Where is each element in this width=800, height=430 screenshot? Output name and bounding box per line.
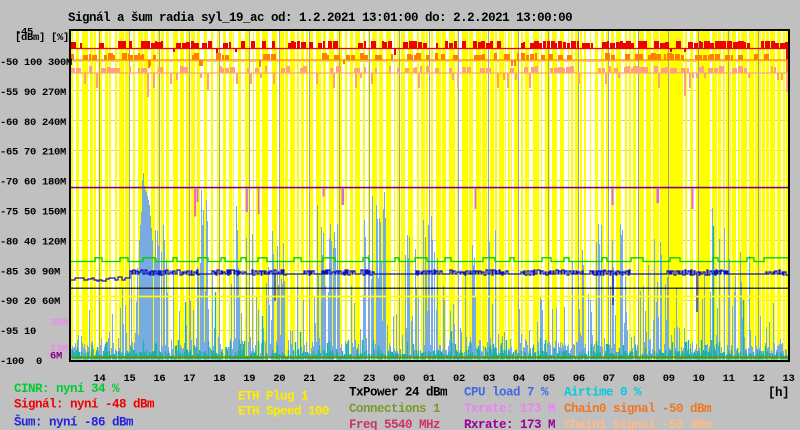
- svg-text:19: 19: [243, 373, 255, 385]
- svg-text:[dBm] [%]: [dBm] [%]: [15, 32, 69, 44]
- svg-text:-60 80 240M: -60 80 240M: [0, 117, 66, 129]
- svg-text:12: 12: [753, 373, 765, 385]
- svg-text:-90 20 60M: -90 20 60M: [0, 296, 60, 308]
- svg-text:-95 10: -95 10: [0, 326, 36, 338]
- svg-text:Connections 1: Connections 1: [349, 402, 440, 416]
- svg-text:06: 06: [573, 373, 585, 385]
- svg-text:-45: -45: [15, 27, 33, 39]
- svg-text:Chain0 signal -50 dBm: Chain0 signal -50 dBm: [564, 402, 712, 416]
- svg-text:CINR: nyní 34 %: CINR: nyní 34 %: [14, 382, 120, 396]
- svg-text:02: 02: [453, 373, 465, 385]
- svg-text:00: 00: [393, 373, 405, 385]
- svg-text:-70 60 180M: -70 60 180M: [0, 177, 66, 189]
- svg-text:05: 05: [543, 373, 555, 385]
- svg-text:ETH Speed 100: ETH Speed 100: [238, 405, 329, 419]
- svg-text:-65 70 210M: -65 70 210M: [0, 147, 66, 159]
- svg-text:39M: 39M: [50, 317, 68, 329]
- svg-text:20: 20: [273, 373, 285, 385]
- svg-text:11: 11: [723, 373, 735, 385]
- svg-text:Freq 5540 MHz: Freq 5540 MHz: [349, 418, 440, 430]
- svg-text:Signál: nyní -48 dBm: Signál: nyní -48 dBm: [14, 398, 155, 412]
- svg-text:04: 04: [513, 373, 525, 385]
- svg-text:CPU load 7 %: CPU load 7 %: [464, 386, 549, 400]
- svg-text:-55 90 270M: -55 90 270M: [0, 87, 66, 99]
- svg-text:6M: 6M: [50, 351, 62, 363]
- svg-text:10: 10: [693, 373, 705, 385]
- svg-text:17: 17: [183, 373, 195, 385]
- svg-text:14: 14: [93, 373, 105, 385]
- svg-text:Rxrate: 173 M: Rxrate: 173 M: [464, 418, 555, 430]
- svg-text:TxPower 24 dBm: TxPower 24 dBm: [349, 386, 448, 400]
- svg-text:Airtime 0 %: Airtime 0 %: [564, 386, 642, 400]
- svg-text:07: 07: [603, 373, 615, 385]
- svg-text:-50 100 300M: -50 100 300M: [0, 57, 72, 69]
- svg-text:Šum: nyní -86 dBm: Šum: nyní -86 dBm: [14, 415, 134, 430]
- svg-text:-100 0: -100 0: [0, 356, 42, 368]
- svg-text:01: 01: [423, 373, 435, 385]
- svg-text:03: 03: [483, 373, 495, 385]
- svg-text:08: 08: [633, 373, 645, 385]
- svg-text:22: 22: [333, 373, 345, 385]
- svg-text:[h]: [h]: [768, 386, 789, 400]
- svg-text:21: 21: [303, 373, 315, 385]
- svg-text:ETH Plug 1: ETH Plug 1: [238, 390, 308, 404]
- svg-text:23: 23: [363, 373, 375, 385]
- svg-text:13M: 13M: [50, 343, 68, 355]
- svg-text:18: 18: [213, 373, 225, 385]
- svg-text:Signál a šum radia syl_19_ac o: Signál a šum radia syl_19_ac od: 1.2.202…: [68, 11, 572, 25]
- svg-text:-80 40 120M: -80 40 120M: [0, 236, 66, 248]
- svg-text:13: 13: [783, 373, 795, 385]
- svg-text:-85 30 90M: -85 30 90M: [0, 266, 60, 278]
- svg-text:Chain1 signal -53 dBm: Chain1 signal -53 dBm: [564, 418, 712, 430]
- svg-text:15: 15: [123, 373, 135, 385]
- svg-text:09: 09: [663, 373, 675, 385]
- svg-text:16: 16: [153, 373, 165, 385]
- svg-text:-75 50 150M: -75 50 150M: [0, 207, 66, 219]
- svg-text:Txrate: 173 M: Txrate: 173 M: [464, 402, 555, 416]
